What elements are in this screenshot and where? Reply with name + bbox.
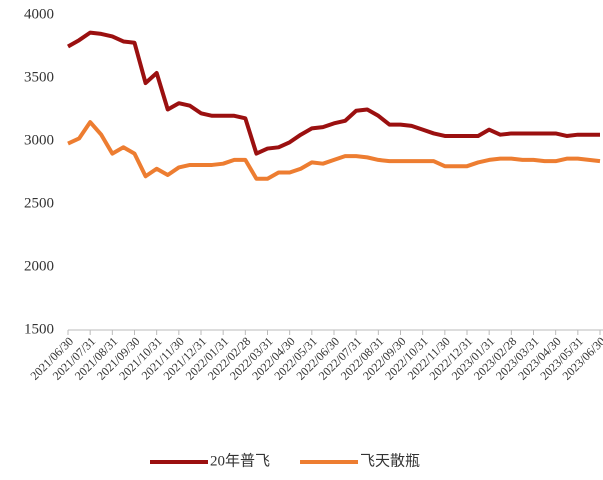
y-tick-label: 3000 bbox=[24, 132, 54, 148]
y-tick-label: 4000 bbox=[24, 6, 54, 22]
legend-label: 飞天散瓶 bbox=[360, 452, 420, 469]
series-line bbox=[67, 30, 600, 156]
y-tick-label: 2500 bbox=[24, 195, 54, 211]
y-tick-label: 1500 bbox=[24, 321, 54, 337]
y-tick-label: 3500 bbox=[24, 69, 54, 85]
y-tick-label: 2000 bbox=[24, 258, 54, 274]
legend-label: 20年普飞 bbox=[210, 452, 270, 469]
series-line bbox=[67, 120, 601, 181]
